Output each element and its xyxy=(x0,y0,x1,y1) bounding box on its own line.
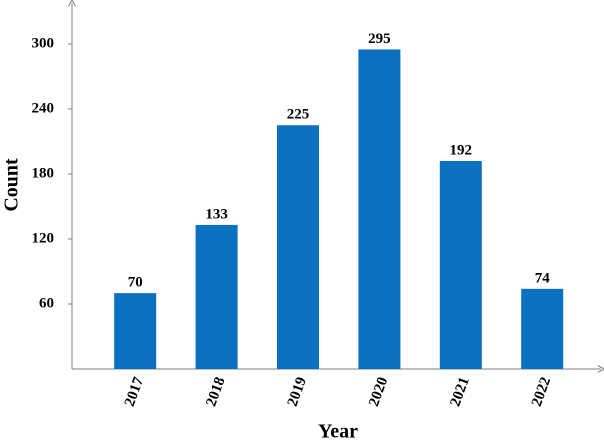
value-label: 225 xyxy=(287,107,310,123)
x-tick-label: 2017 xyxy=(122,375,147,409)
x-tick-label: 2021 xyxy=(447,375,472,409)
value-label: 192 xyxy=(450,142,473,158)
y-tick-label: 180 xyxy=(32,165,55,181)
y-tick-label: 300 xyxy=(32,35,55,51)
x-tick-label: 2018 xyxy=(203,375,228,409)
value-label: 295 xyxy=(368,31,391,47)
bar xyxy=(439,161,482,369)
y-tick-label: 120 xyxy=(32,230,55,246)
y-tick-label: 60 xyxy=(39,295,54,311)
y-axis-title: Count xyxy=(1,158,23,212)
bar xyxy=(277,125,319,369)
bar xyxy=(195,224,238,369)
x-axis-title: Year xyxy=(318,421,358,442)
bar xyxy=(521,288,564,369)
value-label: 133 xyxy=(205,206,228,222)
x-tick-label: 2019 xyxy=(285,375,310,409)
y-tick-label: 240 xyxy=(32,100,55,116)
value-label: 70 xyxy=(128,275,143,291)
value-label: 74 xyxy=(535,270,551,286)
bar xyxy=(114,293,157,369)
bar xyxy=(358,49,401,370)
x-tick-label: 2020 xyxy=(366,375,391,409)
x-tick-label: 2022 xyxy=(529,375,554,409)
